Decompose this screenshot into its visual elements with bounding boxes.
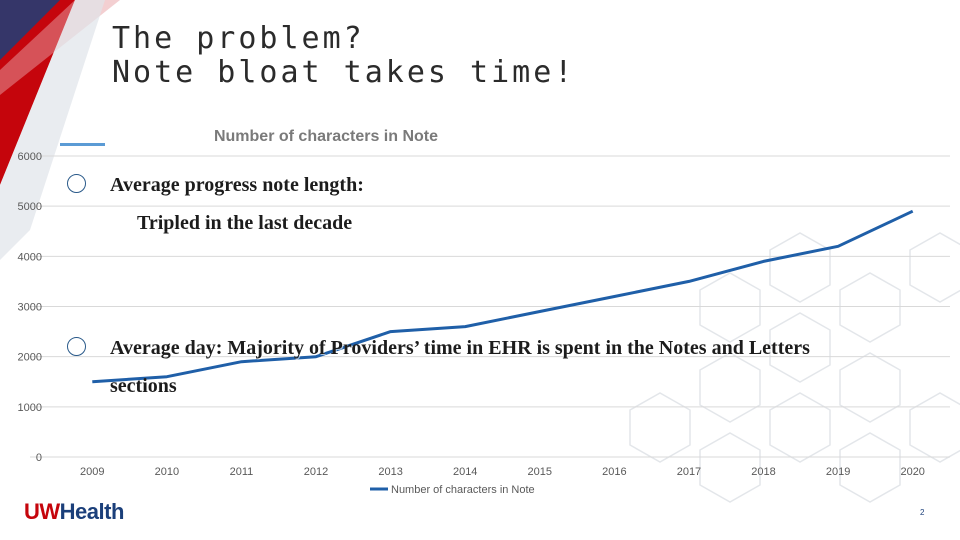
x-tick-label: 2020 (900, 466, 924, 478)
uwhealth-logo: UWHealth (24, 499, 124, 525)
bullet-1: Average progress note length: Tripled in… (110, 166, 364, 242)
y-tick-label: 5000 (18, 201, 42, 213)
y-tick-label: 1000 (18, 402, 42, 414)
bullet-1-line-1: Average progress note length: (110, 174, 364, 196)
x-tick-label: 2015 (528, 466, 552, 478)
slide-title: The problem? Note bloat takes time! (112, 22, 575, 90)
x-tick-label: 2013 (378, 466, 402, 478)
bullet-1-line-2: Tripled in the last decade (137, 212, 353, 234)
chart-grid (30, 155, 950, 458)
y-tick-label: 3000 (18, 302, 42, 314)
x-tick-label: 2012 (304, 466, 328, 478)
legend-label: Number of characters in Note (391, 484, 535, 496)
x-tick-label: 2018 (751, 466, 775, 478)
bullet-2-line-2: sections (110, 375, 177, 397)
bullet-2: Average day: Majority of Providers’ time… (110, 329, 810, 405)
slide-title-line-1: The problem? (112, 21, 365, 56)
title-underline (60, 143, 105, 146)
x-tick-label: 2016 (602, 466, 626, 478)
y-tick-label: 0 (36, 452, 42, 464)
x-tick-label: 2017 (677, 466, 701, 478)
chart-title: Number of characters in Note (214, 128, 438, 145)
x-tick-label: 2019 (826, 466, 850, 478)
x-tick-label: 2014 (453, 466, 477, 478)
y-tick-label: 2000 (18, 352, 42, 364)
bullet-circle-icon (67, 174, 86, 193)
x-axis-ticks: 2009 2010 2011 2012 2013 2014 2015 2016 2017 2018… (80, 466, 925, 478)
y-axis-ticks: 0 1000 2000 3000 4000 5000 6000 (18, 151, 42, 464)
x-tick-label: 2009 (80, 466, 104, 478)
corner-decoration (0, 0, 120, 260)
bullet-2-line-1: Average day: Majority of Providers’ time… (110, 337, 810, 359)
series-line (92, 209, 914, 384)
chart-legend: Number of characters in Note (370, 484, 535, 496)
logo-part-1: UW (24, 499, 60, 524)
bullet-circle-icon (67, 337, 86, 356)
page-number: 2 (920, 508, 925, 517)
x-tick-label: 2011 (230, 466, 254, 478)
logo-part-2: Health (59, 499, 125, 524)
y-tick-label: 4000 (18, 251, 42, 263)
slide-title-line-2: Note bloat takes time! (112, 55, 576, 90)
y-tick-label: 6000 (18, 151, 42, 163)
x-tick-label: 2010 (155, 466, 179, 478)
